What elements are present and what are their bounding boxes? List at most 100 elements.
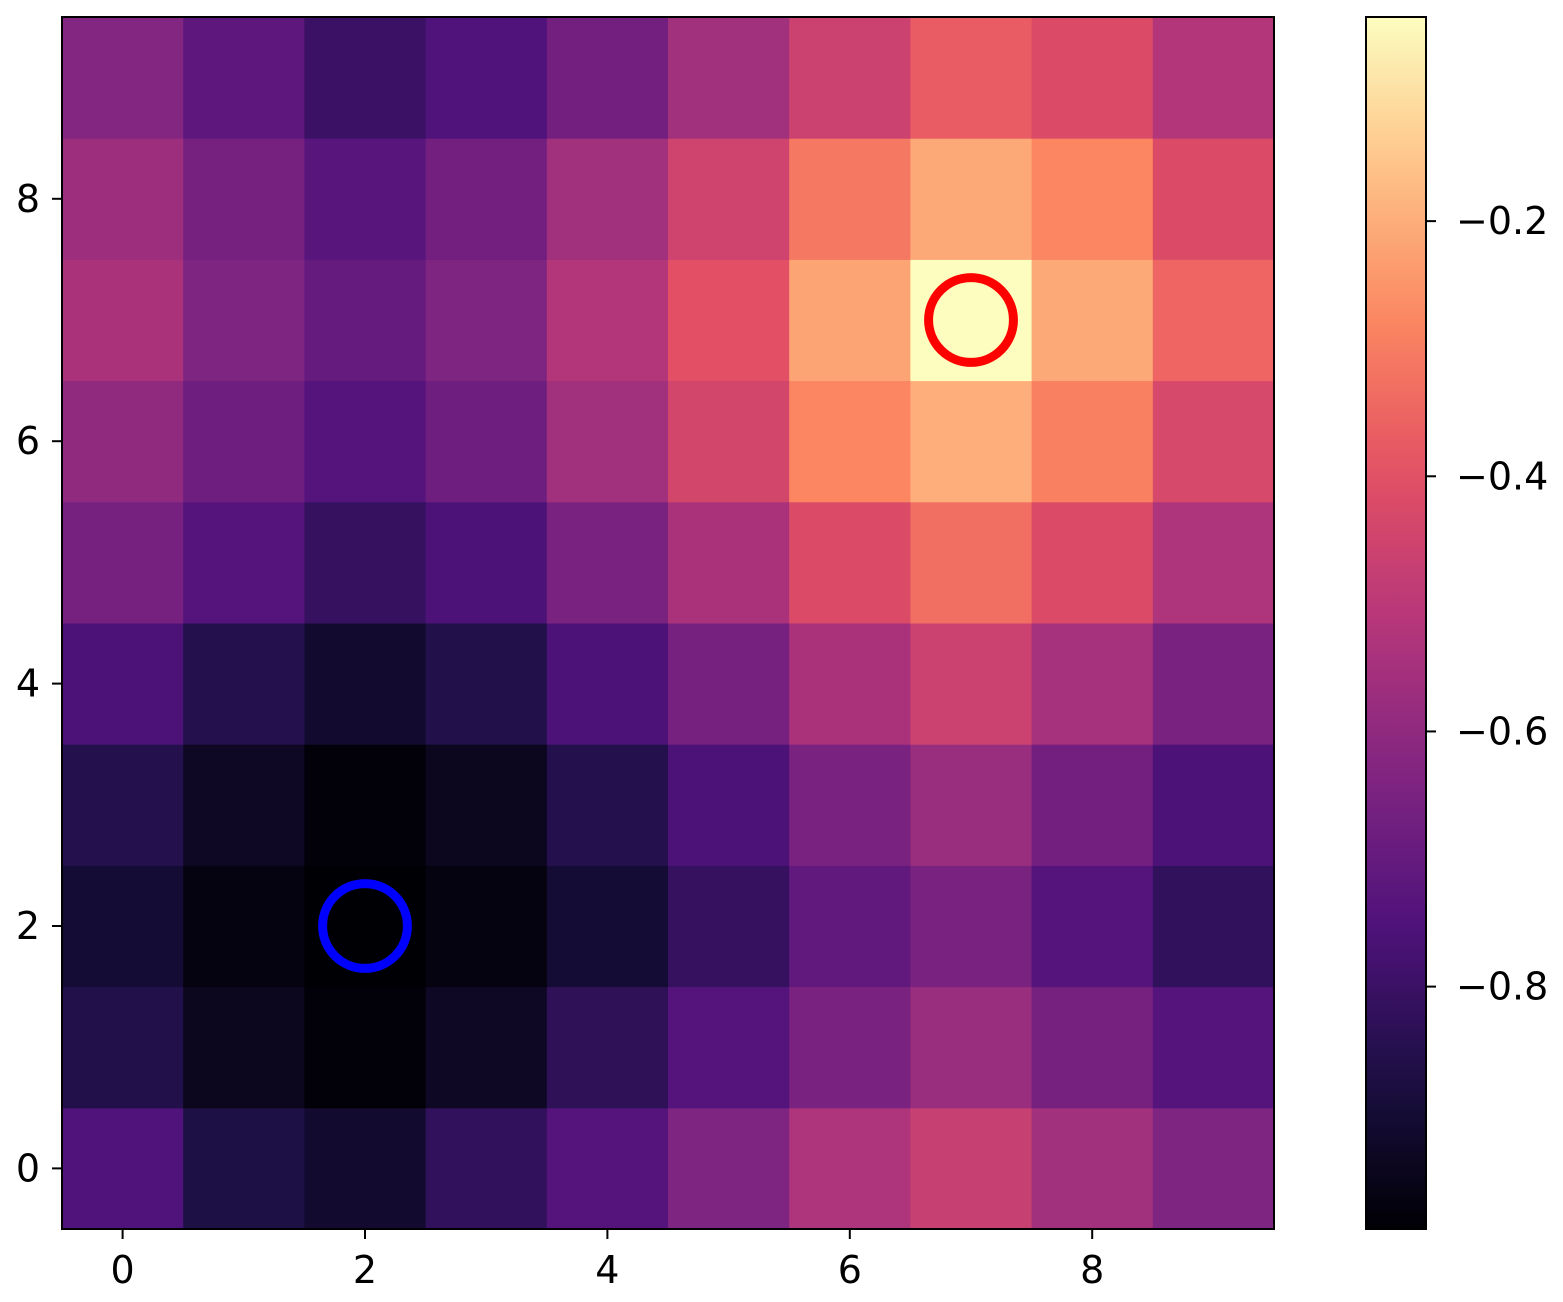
heatmap-cell bbox=[910, 380, 1033, 503]
heatmap-cell bbox=[546, 138, 669, 260]
heatmap-cell bbox=[62, 1107, 184, 1230]
heatmap-cell bbox=[304, 380, 427, 503]
heatmap-cell bbox=[1031, 744, 1154, 866]
heatmap-cell bbox=[1152, 986, 1275, 1109]
heatmap-cell bbox=[62, 623, 184, 745]
x-axis: 0 2 4 6 8 bbox=[111, 1229, 1104, 1292]
heatmap-cell bbox=[425, 865, 548, 988]
heatmap-cell bbox=[425, 17, 548, 139]
x-tick-label: 0 bbox=[111, 1248, 135, 1292]
heatmap-cell bbox=[668, 17, 790, 139]
heatmap-cell bbox=[183, 1107, 305, 1230]
heatmap-cell bbox=[789, 986, 911, 1109]
heatmap-cell bbox=[183, 501, 305, 624]
heatmap-cell bbox=[546, 1107, 669, 1230]
heatmap-cell bbox=[1152, 865, 1275, 988]
heatmap-cell bbox=[1031, 986, 1154, 1109]
colorbar-gradient bbox=[1365, 16, 1427, 1230]
heatmap-cell bbox=[304, 138, 427, 260]
heatmap-cell bbox=[546, 380, 669, 503]
heatmap-cell bbox=[1152, 501, 1275, 624]
heatmap-cell bbox=[910, 744, 1033, 866]
heatmap-cell bbox=[668, 138, 790, 260]
heatmap-cell bbox=[668, 501, 790, 624]
heatmap-cell bbox=[668, 865, 790, 988]
heatmap-cell bbox=[789, 744, 911, 866]
heatmap-cell bbox=[789, 380, 911, 503]
heatmap-cell bbox=[789, 17, 911, 139]
x-tick-label: 6 bbox=[838, 1248, 862, 1292]
heatmap-cell bbox=[425, 138, 548, 260]
heatmap-cell bbox=[304, 986, 427, 1109]
heatmap-cell bbox=[910, 865, 1033, 988]
heatmap-cell bbox=[910, 138, 1033, 260]
heatmap-cell bbox=[789, 259, 911, 382]
heatmap-cell bbox=[425, 1107, 548, 1230]
heatmap-cell bbox=[183, 138, 305, 260]
circle-marker bbox=[318, 879, 412, 973]
heatmap-cell bbox=[304, 501, 427, 624]
heatmap-cell bbox=[546, 501, 669, 624]
markers bbox=[318, 273, 1018, 973]
heatmap-cell bbox=[789, 501, 911, 624]
heatmap-cell bbox=[546, 986, 669, 1109]
heatmap-cell bbox=[1031, 138, 1154, 260]
heatmap-cell bbox=[425, 259, 548, 382]
heatmap-cell bbox=[546, 259, 669, 382]
x-tick-label: 4 bbox=[595, 1248, 619, 1292]
heatmap-cell bbox=[910, 17, 1033, 139]
colorbar-tick-label: −0.8 bbox=[1456, 965, 1548, 1009]
heatmap-cell bbox=[304, 623, 427, 745]
heatmap-cell bbox=[1031, 1107, 1154, 1230]
heatmap-cell bbox=[1152, 1107, 1275, 1230]
colorbar: −0.2 −0.4 −0.6 −0.8 bbox=[1365, 16, 1548, 1230]
y-tick-label: 0 bbox=[16, 1146, 40, 1190]
heatmap-cell bbox=[789, 1107, 911, 1230]
heatmap-cell bbox=[1031, 380, 1154, 503]
heatmap-cell bbox=[62, 501, 184, 624]
heatmap-cell bbox=[668, 380, 790, 503]
heatmap-cell bbox=[910, 501, 1033, 624]
heatmap-cell bbox=[304, 259, 427, 382]
heatmap-cell bbox=[1152, 744, 1275, 866]
heatmap-cell bbox=[1031, 259, 1154, 382]
heatmap-cell bbox=[183, 865, 305, 988]
heatmap-cell bbox=[546, 17, 669, 139]
heatmap-cell bbox=[62, 744, 184, 866]
heatmap-cell bbox=[62, 17, 184, 139]
heatmap-cell bbox=[183, 744, 305, 866]
colorbar-tick-label: −0.4 bbox=[1456, 454, 1548, 498]
heatmap-cell bbox=[789, 865, 911, 988]
heatmap-cell bbox=[910, 986, 1033, 1109]
heatmap-cell bbox=[183, 986, 305, 1109]
heatmap-cell bbox=[546, 865, 669, 988]
heatmap-cell bbox=[183, 380, 305, 503]
heatmap-cell bbox=[910, 1107, 1033, 1230]
heatmap-cell bbox=[62, 986, 184, 1109]
heatmap-cell bbox=[910, 623, 1033, 745]
heatmap-cell bbox=[668, 744, 790, 866]
colorbar-tick-label: −0.2 bbox=[1456, 199, 1548, 243]
y-tick-label: 6 bbox=[16, 419, 40, 463]
heatmap-cell bbox=[62, 865, 184, 988]
heatmap-cell bbox=[1031, 623, 1154, 745]
heatmap-cell bbox=[1152, 259, 1275, 382]
heatmap-cell bbox=[425, 623, 548, 745]
heatmap-cell bbox=[425, 380, 548, 503]
heatmap-cell bbox=[1152, 623, 1275, 745]
heatmap-cell bbox=[304, 1107, 427, 1230]
plot-frame bbox=[61, 16, 1275, 1230]
heatmap-cell bbox=[546, 623, 669, 745]
heatmap-cell bbox=[183, 17, 305, 139]
y-tick-label: 8 bbox=[16, 177, 40, 221]
heatmap-cell bbox=[1152, 17, 1275, 139]
heatmap-cell bbox=[425, 986, 548, 1109]
heatmap-cell bbox=[668, 1107, 790, 1230]
x-tick-label: 8 bbox=[1080, 1248, 1104, 1292]
heatmap-cell bbox=[668, 623, 790, 745]
heatmap-cell bbox=[668, 259, 790, 382]
heatmap-cell bbox=[183, 259, 305, 382]
heatmap-cell bbox=[1152, 138, 1275, 260]
heatmap-cell bbox=[668, 986, 790, 1109]
